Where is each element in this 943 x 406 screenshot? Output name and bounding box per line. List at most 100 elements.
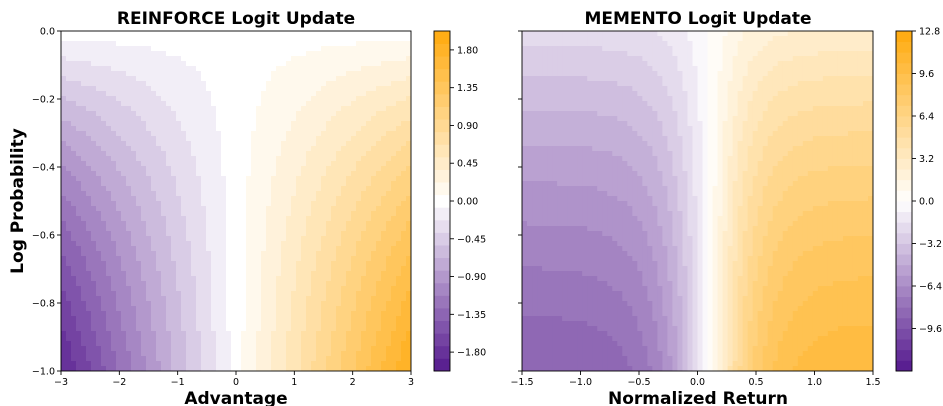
heat-cell (361, 201, 367, 207)
heat-cell (116, 291, 122, 297)
heat-cell (386, 71, 392, 77)
heat-cell (396, 311, 402, 317)
heat-cell (71, 111, 77, 117)
heat-cell (91, 186, 97, 192)
heat-cell (126, 261, 132, 267)
heat-cell (291, 271, 297, 277)
colorbar-band (434, 31, 450, 44)
heat-cell (81, 66, 87, 72)
heat-cell (406, 246, 411, 252)
heat-cell (226, 191, 232, 197)
heat-cell (361, 41, 367, 47)
heat-cell (96, 116, 102, 122)
heat-cell (186, 256, 192, 262)
heat-cell (226, 256, 232, 262)
heat-cell (171, 116, 177, 122)
heat-cell (281, 126, 287, 132)
heat-cell (161, 156, 167, 162)
heat-cell (396, 191, 402, 197)
heat-cell (702, 31, 709, 37)
heat-cell (406, 251, 411, 257)
heat-cell (136, 41, 142, 47)
heat-cell (306, 326, 312, 332)
heat-cell (181, 121, 187, 127)
heat-cell (381, 296, 387, 302)
heat-cell (276, 71, 282, 77)
heat-cell (96, 191, 102, 197)
heat-cell (171, 231, 177, 237)
heat-cell (66, 86, 72, 92)
heat-cell (91, 321, 97, 327)
heat-cell (366, 186, 372, 192)
heat-cell (391, 86, 397, 92)
heat-cell (351, 346, 357, 352)
heat-cell (156, 211, 162, 217)
heat-cell (306, 261, 312, 267)
heat-cell (346, 196, 352, 202)
heat-cell (391, 46, 397, 52)
heat-cell (356, 191, 362, 197)
heat-cell (642, 31, 648, 37)
heat-cell (86, 151, 92, 157)
heat-cell (136, 291, 142, 297)
heat-cell (186, 216, 192, 222)
heat-cell (281, 161, 287, 167)
heat-cell (196, 86, 202, 92)
heat-cell (396, 46, 402, 52)
heat-cell (356, 36, 362, 42)
heat-cell (146, 176, 152, 182)
heat-cell (226, 156, 232, 162)
heat-cell (251, 146, 257, 152)
heat-cell (266, 151, 272, 157)
heat-cell (216, 181, 222, 187)
heat-cell (76, 251, 82, 257)
heat-cell (281, 286, 287, 292)
heat-cell (176, 101, 182, 107)
heat-cell (326, 141, 332, 147)
heat-cell (181, 221, 187, 227)
heat-cell (346, 276, 352, 282)
heat-cell (241, 126, 247, 132)
heat-cell (106, 231, 112, 237)
heat-cell (141, 146, 147, 152)
heat-cell (196, 331, 202, 337)
heat-cell (181, 61, 187, 67)
heat-cell (181, 206, 187, 212)
heat-cell (236, 201, 242, 207)
heat-cell (406, 206, 411, 212)
heat-cell (131, 101, 137, 107)
heat-cell (221, 121, 227, 127)
memento-title: MEMENTO Logit Update (584, 9, 811, 29)
heat-cell (401, 336, 407, 342)
heat-cell (141, 126, 147, 132)
heat-cell (351, 271, 357, 277)
heat-cell (396, 256, 402, 262)
heat-cell (136, 341, 142, 347)
heat-cell (376, 331, 382, 337)
heat-cell (86, 71, 92, 77)
heat-cell (81, 141, 87, 147)
heat-cell (106, 76, 112, 82)
heat-cell (286, 61, 292, 67)
heat-cell (301, 361, 307, 367)
heat-cell (86, 111, 92, 117)
heat-cell (156, 276, 162, 282)
heat-cell (206, 81, 212, 87)
heat-cell (166, 261, 172, 267)
heat-cell (401, 361, 407, 367)
heat-cell (71, 141, 77, 147)
heat-cell (246, 41, 252, 47)
heat-cell (291, 151, 297, 157)
heat-cell (371, 366, 377, 371)
heat-cell (326, 241, 332, 247)
heat-cell (106, 196, 112, 202)
heat-cell (161, 161, 167, 167)
heat-cell (96, 186, 102, 192)
colorbar-tick-label: 0.90 (457, 121, 478, 132)
heat-cell (341, 126, 347, 132)
heat-cell (181, 216, 187, 222)
heat-cell (742, 36, 749, 42)
heat-cell (61, 366, 67, 371)
heat-cell (386, 326, 392, 332)
